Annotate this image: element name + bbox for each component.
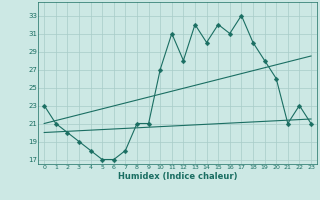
X-axis label: Humidex (Indice chaleur): Humidex (Indice chaleur) bbox=[118, 172, 237, 181]
